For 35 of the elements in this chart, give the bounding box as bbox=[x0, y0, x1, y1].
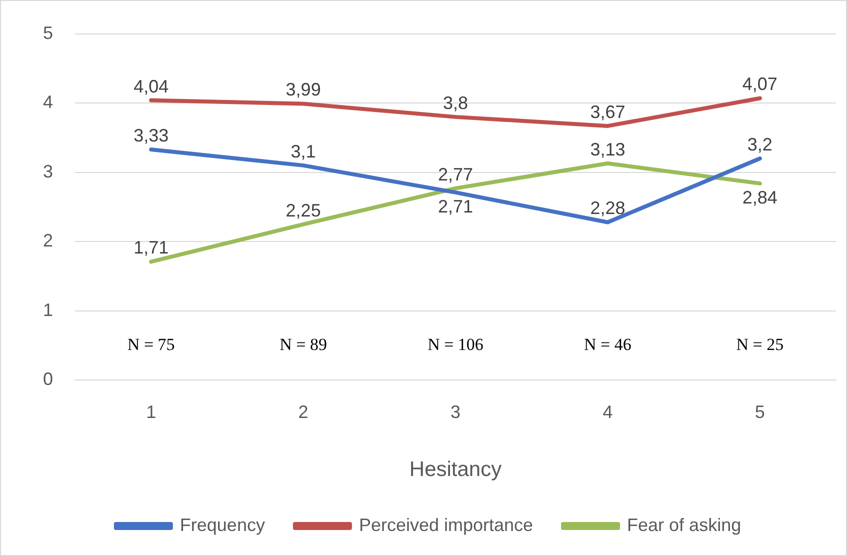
legend-label: Frequency bbox=[180, 514, 265, 535]
y-tick-label: 4 bbox=[42, 92, 54, 112]
annotation: N = 46 bbox=[584, 335, 632, 354]
data-label: 1,71 bbox=[134, 238, 169, 258]
x-axis-title: Hesitancy bbox=[409, 458, 502, 482]
x-tick-label: 2 bbox=[298, 402, 308, 422]
data-label: 3,13 bbox=[590, 139, 626, 160]
annotation: N = 106 bbox=[428, 335, 484, 354]
annotation: N = 89 bbox=[280, 335, 327, 354]
data-label: 2,71 bbox=[438, 196, 474, 216]
data-label: 3,99 bbox=[286, 80, 321, 100]
data-label: 2,84 bbox=[742, 187, 778, 208]
x-tick-label: 1 bbox=[146, 402, 156, 422]
data-label: 3,67 bbox=[590, 102, 626, 122]
x-tick-label: 4 bbox=[602, 402, 613, 422]
y-tick-label: 1 bbox=[42, 300, 54, 320]
data-label: 3,33 bbox=[134, 125, 169, 146]
x-tick-label: 5 bbox=[754, 402, 765, 422]
annotation: N = 75 bbox=[127, 335, 175, 354]
y-tick-label: 0 bbox=[42, 369, 54, 390]
annotation: N = 25 bbox=[736, 335, 784, 354]
data-label: 2,25 bbox=[286, 200, 321, 220]
data-label: 3,1 bbox=[290, 141, 316, 162]
y-tick-label: 5 bbox=[42, 22, 54, 43]
data-label: 3,8 bbox=[442, 92, 468, 113]
legend-label: Perceived importance bbox=[358, 514, 534, 535]
data-label: 2,77 bbox=[438, 164, 474, 184]
x-tick-label: 3 bbox=[450, 402, 461, 422]
y-tick-label: 3 bbox=[42, 161, 54, 182]
data-label: 2,28 bbox=[590, 198, 626, 218]
data-label: 4,07 bbox=[742, 74, 778, 94]
legend-label: Fear of asking bbox=[627, 514, 742, 535]
y-tick-label: 2 bbox=[42, 230, 54, 251]
data-label: 4,04 bbox=[134, 76, 169, 96]
data-label: 3,2 bbox=[747, 134, 772, 154]
